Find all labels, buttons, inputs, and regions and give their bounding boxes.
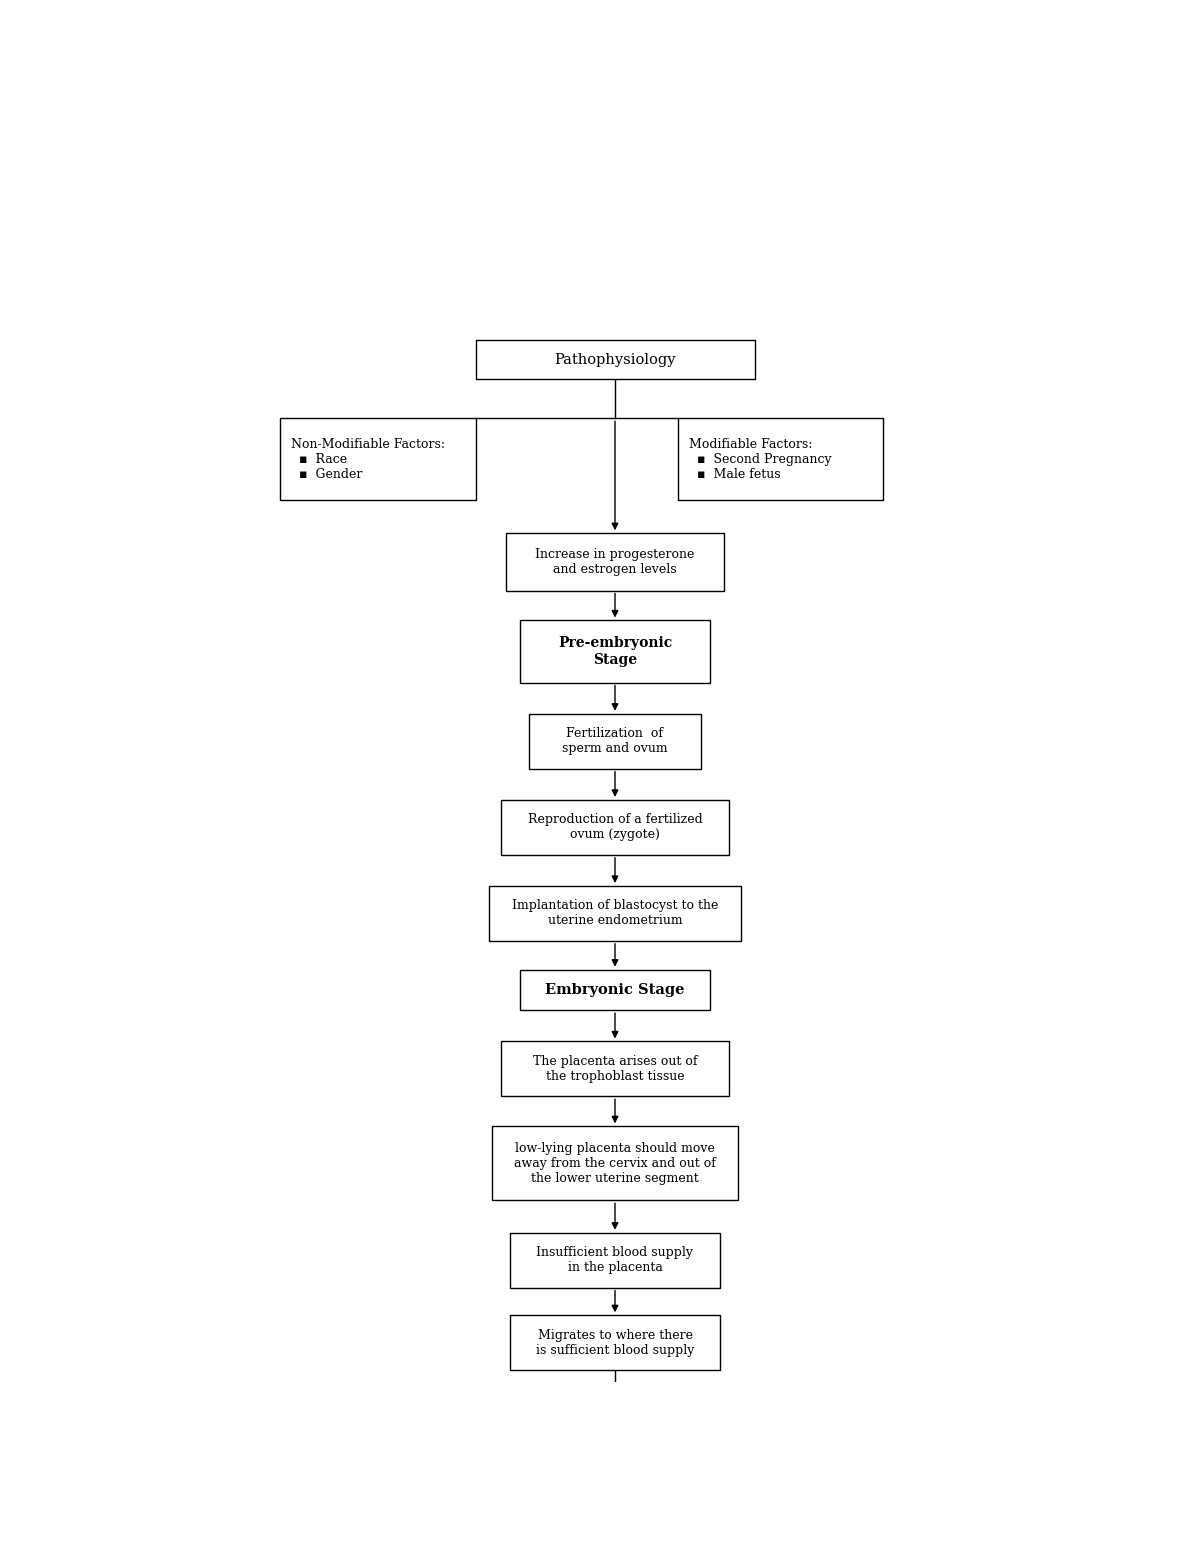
Text: Migrates to where there
is sufficient blood supply: Migrates to where there is sufficient bl… bbox=[536, 1329, 694, 1357]
Text: Fertilization  of
sperm and ovum: Fertilization of sperm and ovum bbox=[562, 727, 668, 755]
Bar bbox=[520, 621, 710, 683]
Bar bbox=[510, 1315, 720, 1370]
Bar bbox=[492, 1126, 738, 1200]
Bar bbox=[490, 885, 740, 941]
Text: Non-Modifiable Factors:
  ▪  Race
  ▪  Gender: Non-Modifiable Factors: ▪ Race ▪ Gender bbox=[292, 438, 445, 480]
Text: Pathophysiology: Pathophysiology bbox=[554, 353, 676, 367]
Bar bbox=[520, 969, 710, 1011]
Text: Insufficient blood supply
in the placenta: Insufficient blood supply in the placent… bbox=[536, 1246, 694, 1273]
Text: Reproduction of a fertilized
ovum (zygote): Reproduction of a fertilized ovum (zygot… bbox=[528, 814, 702, 842]
Text: Increase in progesterone
and estrogen levels: Increase in progesterone and estrogen le… bbox=[535, 548, 695, 576]
Bar bbox=[505, 533, 725, 590]
Text: Pre-embryonic
Stage: Pre-embryonic Stage bbox=[558, 637, 672, 666]
Bar bbox=[502, 1042, 728, 1096]
Bar bbox=[502, 800, 728, 854]
Text: Implantation of blastocyst to the
uterine endometrium: Implantation of blastocyst to the uterin… bbox=[512, 899, 718, 927]
Text: Modifiable Factors:
  ▪  Second Pregnancy
  ▪  Male fetus: Modifiable Factors: ▪ Second Pregnancy ▪… bbox=[690, 438, 832, 480]
Bar bbox=[281, 418, 475, 500]
Bar bbox=[510, 1233, 720, 1287]
Bar bbox=[529, 714, 701, 769]
Bar bbox=[678, 418, 883, 500]
Bar bbox=[475, 340, 755, 379]
Text: The placenta arises out of
the trophoblast tissue: The placenta arises out of the trophobla… bbox=[533, 1054, 697, 1082]
Text: low-lying placenta should move
away from the cervix and out of
the lower uterine: low-lying placenta should move away from… bbox=[514, 1141, 716, 1185]
Text: Embryonic Stage: Embryonic Stage bbox=[545, 983, 685, 997]
